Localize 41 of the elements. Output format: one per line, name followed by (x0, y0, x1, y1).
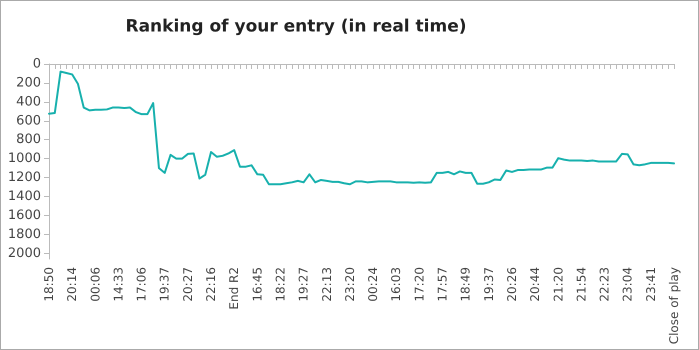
x-tick-label: 19:37 (158, 267, 172, 302)
y-tick-label: 1800 (8, 226, 41, 242)
x-tick-label: 16:45 (250, 267, 264, 302)
y-tick-label: 0 (32, 56, 41, 72)
x-tick-label: 23:41 (644, 267, 658, 302)
x-tick-label: 20:26 (504, 267, 519, 302)
x-tick-label: 17:06 (134, 267, 149, 302)
x-tick-label: 22:13 (320, 267, 334, 302)
x-tick-label: 23:04 (620, 267, 635, 302)
x-tick-label: 18:49 (458, 267, 473, 302)
x-tick-label: 00:24 (366, 267, 380, 302)
y-tick-label: 1200 (8, 170, 41, 186)
x-tick-label: 20:14 (65, 267, 80, 302)
x-tick-label: 19:37 (482, 267, 496, 302)
x-tick-label: Close of play (667, 267, 681, 344)
x-tick-label: 18:22 (273, 267, 288, 302)
y-tick-label: 1000 (8, 151, 41, 166)
x-tick-label: 22:16 (204, 267, 218, 302)
x-tick-label: 17:20 (412, 267, 426, 302)
x-tick-label: 17:57 (436, 267, 450, 302)
y-tick-label: 200 (16, 75, 41, 90)
x-tick-label: 00:06 (88, 267, 102, 302)
x-tick-label: End R2 (227, 267, 242, 310)
x-tick-label: 14:33 (111, 267, 126, 302)
y-tick-label: 2000 (8, 246, 41, 261)
y-tick-label: 1400 (8, 189, 41, 204)
line-series (48, 70, 675, 186)
y-tick-label: 400 (16, 94, 41, 110)
y-tick-label: 600 (16, 113, 41, 128)
x-tick-label: 18:50 (42, 267, 56, 302)
y-tick-label: 800 (16, 132, 41, 148)
x-tick-label: 16:03 (389, 267, 404, 302)
x-tick-label: 22:23 (598, 267, 612, 302)
y-tick-label: 1600 (8, 208, 41, 223)
x-tick-label: 21:54 (574, 267, 588, 302)
chart-title: Ranking of your entry (in real time) (125, 16, 467, 36)
x-tick-label: 23:20 (342, 267, 357, 302)
x-tick-label: 20:44 (528, 267, 542, 302)
x-tick-label: 19:27 (296, 267, 311, 302)
x-tick-label: 21:20 (551, 267, 566, 302)
x-tick-label: 20:27 (180, 267, 195, 302)
